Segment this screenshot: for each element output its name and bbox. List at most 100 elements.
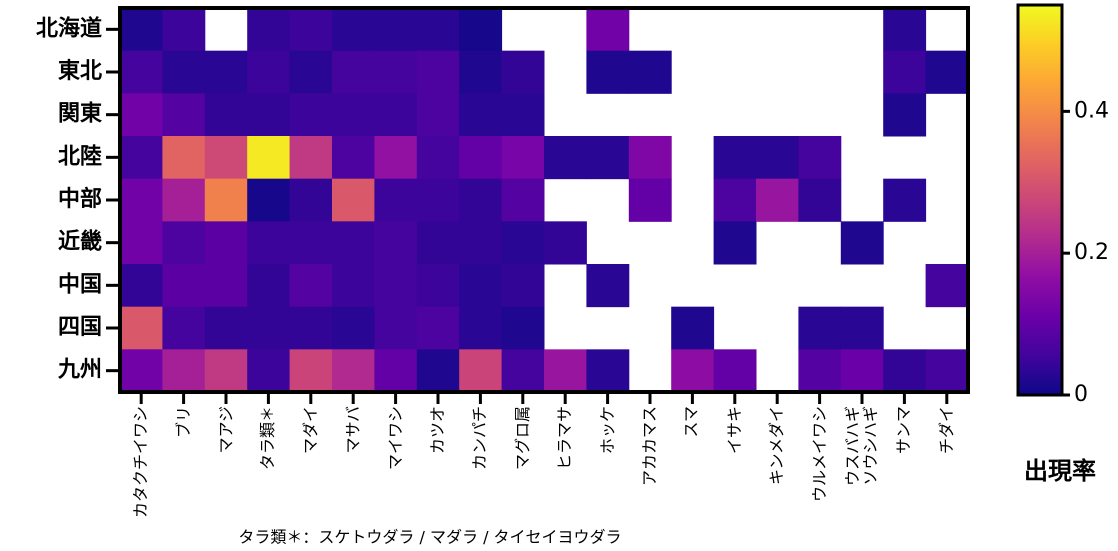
cell bbox=[289, 221, 333, 265]
x-tick-label: ウスバハギ ソウシハギ bbox=[843, 406, 881, 487]
cell bbox=[374, 306, 418, 350]
cell bbox=[883, 50, 927, 94]
cell bbox=[120, 306, 163, 350]
cell bbox=[501, 349, 545, 393]
cell bbox=[162, 50, 206, 94]
y-tick-label: 北海道 bbox=[36, 15, 102, 41]
cell bbox=[544, 221, 587, 265]
cell bbox=[247, 136, 291, 180]
cell bbox=[501, 93, 545, 137]
cell bbox=[798, 178, 842, 222]
cell bbox=[459, 178, 503, 222]
colorbar bbox=[1016, 3, 1064, 397]
cell bbox=[162, 264, 206, 308]
cell bbox=[501, 264, 545, 308]
cell bbox=[162, 178, 206, 222]
cell bbox=[459, 50, 503, 94]
cell bbox=[798, 136, 842, 180]
x-tick-label: マアジ bbox=[216, 406, 236, 454]
cell bbox=[247, 93, 291, 137]
cell bbox=[798, 349, 842, 393]
cell bbox=[416, 50, 460, 94]
cell bbox=[204, 221, 248, 265]
cell bbox=[416, 8, 460, 52]
x-tick-label: スマ bbox=[681, 406, 701, 438]
cell bbox=[332, 178, 375, 222]
cell bbox=[120, 349, 163, 393]
cell bbox=[332, 306, 375, 350]
cell bbox=[332, 264, 375, 308]
cell bbox=[840, 349, 884, 393]
cell bbox=[416, 264, 460, 308]
colorbar-tick-label: 0 bbox=[1074, 382, 1088, 407]
cell bbox=[374, 349, 418, 393]
cell bbox=[586, 50, 630, 94]
x-tick-label: カンパチ bbox=[470, 406, 490, 471]
cell bbox=[332, 221, 375, 265]
cell bbox=[628, 50, 672, 94]
cell bbox=[247, 221, 291, 265]
cell bbox=[289, 349, 333, 393]
cell bbox=[120, 50, 163, 94]
cell bbox=[247, 306, 291, 350]
cell bbox=[416, 136, 460, 180]
x-tick-label: マダイ bbox=[300, 406, 320, 455]
cell bbox=[501, 306, 545, 350]
cell bbox=[162, 349, 206, 393]
cell bbox=[671, 349, 715, 393]
cell bbox=[459, 306, 503, 350]
x-tick-label: アカカマス bbox=[640, 406, 660, 487]
cell bbox=[289, 93, 333, 137]
cell bbox=[247, 8, 291, 52]
cell bbox=[671, 306, 715, 350]
cell bbox=[162, 306, 206, 350]
cell bbox=[883, 8, 927, 52]
cell bbox=[416, 93, 460, 137]
cell bbox=[204, 93, 248, 137]
cell bbox=[501, 50, 545, 94]
x-tick-label: ブリ bbox=[173, 406, 193, 439]
x-tick-label: マイワシ bbox=[385, 406, 405, 471]
colorbar-label: 出現率 bbox=[1024, 457, 1096, 485]
cell bbox=[332, 93, 375, 137]
x-tick-label: カタクチイワシ bbox=[131, 406, 151, 519]
cell bbox=[459, 93, 503, 137]
cell bbox=[332, 349, 375, 393]
cell bbox=[586, 136, 630, 180]
cell bbox=[332, 8, 375, 52]
cell bbox=[247, 264, 291, 308]
cell bbox=[501, 136, 545, 180]
cell bbox=[289, 50, 333, 94]
cell bbox=[459, 349, 503, 393]
cell bbox=[586, 349, 630, 393]
cell bbox=[459, 264, 503, 308]
x-tick-label: マグロ属 bbox=[512, 406, 532, 471]
cell bbox=[925, 264, 969, 308]
cell bbox=[628, 178, 672, 222]
x-tick-label: キンメダイ bbox=[767, 406, 787, 486]
y-tick-label: 四国 bbox=[58, 315, 102, 340]
cell bbox=[204, 178, 248, 222]
cell bbox=[586, 264, 630, 308]
cell bbox=[374, 136, 418, 180]
y-tick-label: 東北 bbox=[58, 59, 102, 84]
cell bbox=[544, 136, 587, 180]
x-tick-label: ヒラマサ bbox=[555, 406, 575, 471]
cell bbox=[247, 50, 291, 94]
cell bbox=[544, 349, 587, 393]
cell bbox=[120, 8, 163, 52]
y-tick-label: 中国 bbox=[58, 272, 102, 297]
cell bbox=[162, 8, 206, 52]
cell bbox=[204, 306, 248, 350]
cell bbox=[501, 178, 545, 222]
x-tick-label: チダイ bbox=[936, 406, 956, 455]
cell bbox=[501, 221, 545, 265]
cell bbox=[713, 178, 757, 222]
cell bbox=[374, 264, 418, 308]
colorbar-tick-label: 0.2 bbox=[1074, 240, 1109, 265]
cell bbox=[162, 221, 206, 265]
cell bbox=[289, 306, 333, 350]
cell bbox=[289, 264, 333, 308]
